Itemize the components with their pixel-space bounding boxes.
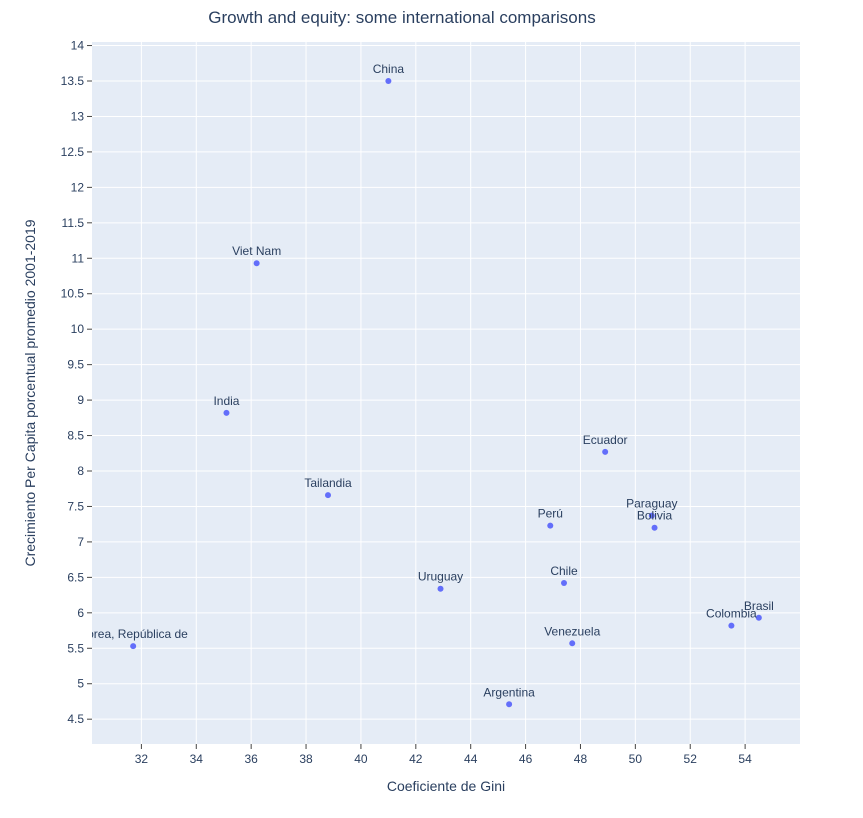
point-label: Paraguay (626, 497, 677, 511)
y-tick-label: 5.5 (67, 641, 84, 655)
x-tick-label: 34 (190, 752, 204, 766)
data-point (506, 701, 513, 708)
y-tick-label: 9 (77, 393, 84, 407)
y-tick-label: 6 (77, 606, 84, 620)
point-label: Argentina (483, 685, 535, 699)
x-tick-label: 36 (244, 752, 258, 766)
data-point (385, 78, 392, 84)
grid-lines (92, 42, 800, 744)
y-tick-label: 7.5 (67, 499, 84, 513)
data-point (223, 409, 230, 416)
data-point (130, 643, 137, 650)
point-label: Colombia (706, 607, 757, 621)
point-label: China (373, 62, 405, 76)
point-label: India (213, 394, 239, 408)
y-tick-label: 6.5 (67, 570, 84, 584)
data-point (253, 260, 260, 267)
x-tick-label: 32 (135, 752, 149, 766)
y-tick-label: 10.5 (61, 287, 85, 301)
y-tick-label: 14 (71, 39, 85, 53)
data-points (130, 78, 762, 708)
data-point (651, 524, 658, 531)
y-tick-label: 11 (72, 251, 85, 265)
point-label: Uruguay (418, 570, 463, 584)
data-point (602, 448, 609, 455)
point-label: Tailandia (304, 476, 352, 490)
x-tick-label: 44 (464, 752, 478, 766)
point-label: Perú (538, 507, 563, 521)
y-tick-label: 13 (71, 109, 85, 123)
y-tick-label: 5 (77, 677, 84, 691)
point-label: Brasil (744, 599, 774, 613)
data-point (547, 522, 554, 529)
x-tick-label: 40 (354, 752, 368, 766)
x-tick-label: 46 (519, 752, 533, 766)
axis-ticks: 32 34 36 38 40 42 44 46 48 50 52 54 4.5 5 5.5 6 6.5 7 7.5 8… (61, 39, 752, 766)
data-point (569, 640, 576, 647)
x-tick-label: 52 (684, 752, 698, 766)
y-tick-label: 11.5 (62, 216, 85, 230)
x-tick-label: 38 (299, 752, 313, 766)
data-point (325, 492, 331, 499)
y-tick-label: 8 (77, 464, 84, 478)
x-tick-label: 54 (738, 752, 752, 766)
x-tick-label: 50 (629, 752, 643, 766)
point-label: Corea, República de (78, 627, 188, 641)
y-tick-label: 8.5 (67, 429, 84, 443)
y-axis-title: Crecimiento Per Capita porcentual promed… (22, 219, 38, 566)
y-tick-label: 7 (77, 535, 84, 549)
point-label: Venezuela (544, 624, 600, 638)
y-tick-label: 12.5 (61, 145, 85, 159)
plot-area (92, 42, 800, 744)
data-point (437, 585, 444, 592)
point-label: Ecuador (583, 433, 628, 447)
x-axis-title: Coeficiente de Gini (387, 778, 505, 794)
data-point (755, 614, 762, 621)
y-tick-label: 10 (71, 322, 85, 336)
y-tick-label: 9.5 (67, 358, 84, 372)
y-tick-label: 12 (71, 180, 85, 194)
data-point (561, 580, 567, 587)
x-tick-label: 48 (574, 752, 588, 766)
data-point (648, 512, 655, 519)
point-label: Bolivia (637, 509, 673, 523)
chart-title: Growth and equity: some international co… (208, 8, 595, 27)
x-tick-label: 42 (409, 752, 423, 766)
point-label: Viet Nam (232, 244, 281, 258)
point-label: Chile (550, 564, 578, 578)
y-tick-label: 4.5 (67, 712, 84, 726)
data-point (728, 622, 735, 629)
y-tick-label: 13.5 (61, 74, 85, 88)
point-labels: China Viet Nam India Tailandia Ecuador Paragu… (78, 62, 774, 699)
